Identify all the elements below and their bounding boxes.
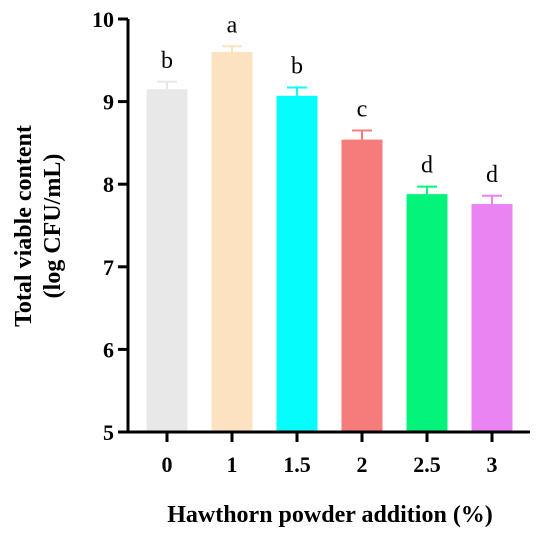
y-tick-label: 6 — [103, 337, 114, 362]
bar — [471, 204, 513, 432]
axes-layer — [118, 17, 530, 442]
x-tick-label: 2 — [357, 452, 368, 477]
y-axis-title-line2: (log CFU/mL) — [40, 154, 66, 299]
x-tick-label: 3 — [487, 452, 498, 477]
y-axis-title-line1: Total viable content — [11, 125, 37, 327]
bar — [341, 139, 383, 432]
significance-label: d — [486, 162, 498, 188]
x-tick-label: 0 — [162, 452, 173, 477]
significance-label: b — [291, 54, 303, 80]
y-tick-label: 9 — [103, 90, 114, 115]
x-tick-label: 2.5 — [413, 452, 441, 477]
bar — [406, 194, 448, 432]
bar — [211, 52, 253, 432]
error-bars-layer — [157, 45, 502, 205]
labels-layer: 5 6 7 8 9 10 b 0 a 1 b 1.5 c 2 d 2.5 d 3 — [92, 7, 498, 477]
y-tick-label: 7 — [103, 255, 114, 280]
bars-layer — [146, 52, 513, 433]
bar — [276, 95, 318, 433]
x-tick-label: 1.5 — [283, 452, 311, 477]
y-tick-label: 5 — [103, 420, 114, 445]
significance-label: b — [161, 48, 173, 74]
significance-label: c — [357, 97, 368, 123]
x-axis-title: Hawthorn powder addition (%) — [167, 502, 493, 528]
bar — [146, 89, 188, 433]
y-tick-label: 10 — [92, 7, 114, 32]
significance-label: a — [227, 12, 238, 38]
y-tick-label: 8 — [103, 172, 114, 197]
significance-label: d — [421, 153, 433, 179]
x-tick-label: 1 — [227, 452, 238, 477]
